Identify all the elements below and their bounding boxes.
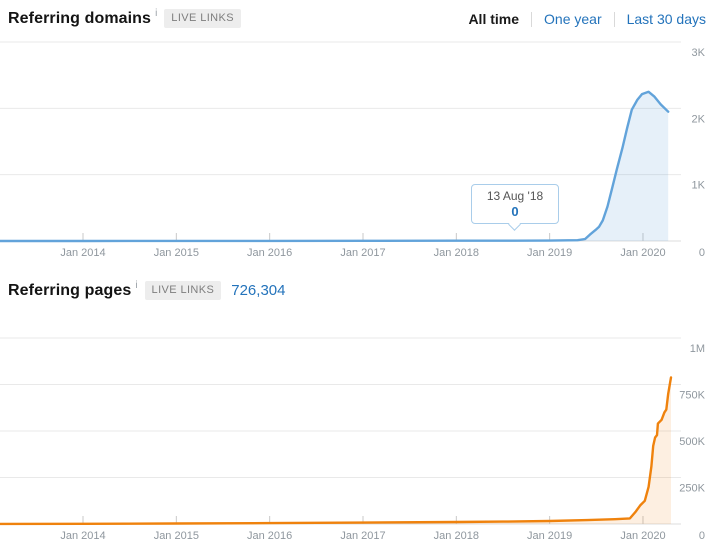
chart-tooltip: 13 Aug '18 0 — [471, 184, 559, 231]
x-axis-label: Jan 2018 — [434, 247, 479, 259]
live-links-badge[interactable]: LIVE LINKS — [144, 281, 222, 300]
y-axis-label: 750K — [679, 390, 705, 402]
x-axis-label: Jan 2015 — [154, 247, 199, 259]
x-axis-label: Jan 2019 — [527, 247, 572, 259]
y-axis-label: 500K — [679, 436, 705, 448]
series-line — [0, 90, 670, 243]
referring-pages-count[interactable]: 726,304 — [231, 282, 286, 299]
x-axis-label: Jan 2017 — [340, 530, 385, 542]
tooltip-date: 13 Aug '18 — [486, 189, 544, 203]
y-axis-zero-label: 0 — [699, 530, 705, 542]
x-axis-label: Jan 2020 — [620, 530, 665, 542]
referring-pages-header: Referring pages i LIVE LINKS 726,304 — [0, 265, 714, 311]
y-axis-zero-label: 0 — [699, 247, 705, 259]
referring-domains-header: Referring domains i LIVE LINKS All time … — [0, 0, 714, 35]
referring-domains-chart-area: 3K 2K 1K 0 Jan 2014 Jan 2015 Jan 2016 Jan 2017 J… — [0, 35, 714, 265]
area-fill — [0, 91, 669, 241]
area-fill — [0, 377, 671, 524]
y-axis-label: 250K — [679, 483, 705, 495]
referring-pages-chart-area: 1M 750K 500K 250K 0 Jan 2014 Jan 2015 Jan 2016 J… — [0, 311, 714, 556]
y-axis-label: 1M — [690, 343, 705, 355]
referring-domains-chart[interactable]: 3K 2K 1K 0 Jan 2014 Jan 2015 Jan 2016 Jan 2017 J… — [0, 35, 714, 265]
info-icon[interactable]: i — [135, 280, 138, 291]
x-axis-label: Jan 2014 — [60, 530, 105, 542]
x-axis-label: Jan 2018 — [434, 530, 479, 542]
x-axis-label: Jan 2019 — [527, 530, 572, 542]
live-links-badge[interactable]: LIVE LINKS — [164, 9, 241, 28]
tab-divider — [613, 11, 615, 27]
x-axis-label: Jan 2016 — [247, 530, 292, 542]
y-axis-label: 2K — [692, 113, 706, 125]
series-line — [0, 376, 673, 526]
x-axis-label: Jan 2015 — [154, 530, 199, 542]
tab-all-time[interactable]: All time — [468, 11, 520, 27]
tooltip-value: 0 — [511, 204, 519, 219]
tab-one-year[interactable]: One year — [544, 11, 602, 27]
referring-pages-title: Referring pages — [8, 281, 132, 299]
x-axis-label: Jan 2016 — [247, 247, 292, 259]
tab-last-30-days[interactable]: Last 30 days — [626, 11, 706, 27]
referring-domains-title: Referring domains — [8, 9, 152, 27]
x-axis-label: Jan 2017 — [340, 247, 385, 259]
x-axis-label: Jan 2020 — [620, 247, 665, 259]
tab-divider — [531, 11, 533, 27]
y-axis-label: 1K — [692, 180, 706, 192]
time-range-tabs: All time One year Last 30 days — [456, 9, 706, 27]
referring-pages-chart[interactable]: 1M 750K 500K 250K 0 Jan 2014 Jan 2015 Jan 2016 J… — [0, 311, 714, 556]
info-icon[interactable]: i — [155, 8, 158, 19]
y-axis-label: 3K — [692, 47, 706, 59]
x-axis-label: Jan 2014 — [60, 247, 105, 259]
